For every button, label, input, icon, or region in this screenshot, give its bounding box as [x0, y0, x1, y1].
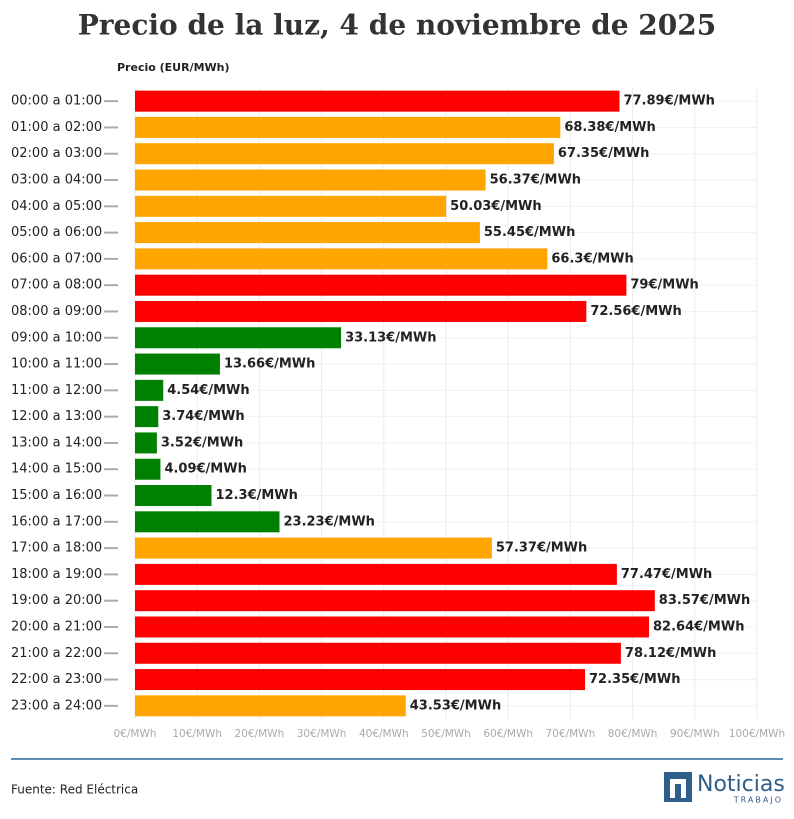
value-label: 79€/MWh	[630, 278, 698, 293]
y-tick-label: 13:00 a 14:00	[11, 435, 102, 450]
value-label: 83.57€/MWh	[659, 593, 750, 608]
y-tick-label: 20:00 a 21:00	[11, 619, 102, 634]
bar	[135, 274, 627, 296]
x-tick-label: 50€/MWh	[421, 728, 471, 740]
x-tick-label: 80€/MWh	[608, 728, 658, 740]
y-tick-label: 15:00 a 16:00	[11, 488, 102, 503]
y-tick-label: 17:00 a 18:00	[11, 541, 102, 556]
bar	[135, 485, 212, 507]
bar	[135, 195, 447, 217]
x-tick-label: 30€/MWh	[297, 728, 347, 740]
value-label: 23.23€/MWh	[283, 514, 374, 529]
x-tick-label: 100€/MWh	[729, 728, 785, 740]
y-tick-label: 05:00 a 06:00	[11, 225, 102, 240]
y-tick-label: 23:00 a 24:00	[11, 698, 102, 713]
x-tick-label: 20€/MWh	[235, 728, 285, 740]
logo-glyph	[670, 779, 686, 798]
y-tick-label: 14:00 a 15:00	[11, 462, 102, 477]
bar	[135, 248, 548, 270]
y-tick-label: 00:00 a 01:00	[11, 94, 102, 109]
bar	[135, 116, 561, 138]
x-tick-label: 40€/MWh	[359, 728, 409, 740]
bar	[135, 90, 620, 112]
value-label: 12.3€/MWh	[216, 488, 298, 503]
value-label: 50.03€/MWh	[450, 199, 541, 214]
value-label: 3.52€/MWh	[161, 435, 243, 450]
bar	[135, 511, 280, 533]
bar	[135, 406, 159, 428]
value-label: 4.54€/MWh	[167, 383, 249, 398]
bar	[135, 222, 480, 244]
y-tick-label: 01:00 a 02:00	[11, 120, 102, 135]
value-label: 4.09€/MWh	[164, 462, 246, 477]
x-tick-label: 10€/MWh	[172, 728, 222, 740]
value-label: 77.89€/MWh	[623, 94, 714, 109]
chart-title: Precio de la luz, 4 de noviembre de 2025	[78, 9, 717, 42]
value-label: 68.38€/MWh	[564, 120, 655, 135]
y-tick-label: 19:00 a 20:00	[11, 593, 102, 608]
bar	[135, 642, 621, 664]
value-label: 82.64€/MWh	[653, 619, 744, 634]
value-label: 43.53€/MWh	[410, 698, 501, 713]
value-label: 66.3€/MWh	[551, 251, 633, 266]
y-tick-label: 16:00 a 17:00	[11, 514, 102, 529]
y-tick-label: 21:00 a 22:00	[11, 646, 102, 661]
bar	[135, 563, 617, 585]
value-label: 13.66€/MWh	[224, 357, 315, 372]
y-tick-label: 10:00 a 11:00	[11, 357, 102, 372]
bar	[135, 300, 587, 322]
logo-name: Noticias	[697, 772, 785, 797]
bar	[135, 590, 655, 612]
value-label: 77.47€/MWh	[621, 567, 712, 582]
value-label: 3.74€/MWh	[162, 409, 244, 424]
bar	[135, 695, 406, 717]
y-tick-label: 04:00 a 05:00	[11, 199, 102, 214]
bar	[135, 537, 492, 559]
value-label: 67.35€/MWh	[558, 146, 649, 161]
y-tick-label: 03:00 a 04:00	[11, 173, 102, 188]
y-tick-label: 06:00 a 07:00	[11, 251, 102, 266]
bar	[135, 327, 342, 349]
logo: Noticias TRABAJO	[664, 772, 785, 805]
x-tick-label: 70€/MWh	[546, 728, 596, 740]
bar	[135, 669, 586, 691]
value-label: 78.12€/MWh	[625, 646, 716, 661]
y-tick-label: 11:00 a 12:00	[11, 383, 102, 398]
value-label: 57.37€/MWh	[496, 541, 587, 556]
x-tick-label: 0€/MWh	[114, 728, 157, 740]
y-tick-label: 09:00 a 10:00	[11, 330, 102, 345]
source: Fuente: Red Eléctrica	[11, 783, 138, 797]
x-tick-label: 60€/MWh	[483, 728, 533, 740]
bar	[135, 379, 164, 401]
bar	[135, 353, 220, 375]
bar	[135, 458, 161, 480]
y-tick-label: 22:00 a 23:00	[11, 672, 102, 687]
value-label: 33.13€/MWh	[345, 330, 436, 345]
bar	[135, 432, 157, 454]
y-tick-label: 02:00 a 03:00	[11, 146, 102, 161]
y-tick-label: 18:00 a 19:00	[11, 567, 102, 582]
logo-icon	[664, 772, 692, 802]
axis-label: Precio (EUR/MWh)	[117, 61, 230, 74]
bar	[135, 616, 650, 638]
value-label: 55.45€/MWh	[484, 225, 575, 240]
logo-sub: TRABAJO	[733, 796, 783, 805]
value-label: 72.35€/MWh	[589, 672, 680, 687]
y-tick-label: 12:00 a 13:00	[11, 409, 102, 424]
bar	[135, 169, 486, 191]
y-tick-label: 08:00 a 09:00	[11, 304, 102, 319]
bar	[135, 143, 554, 165]
x-tick-label: 90€/MWh	[670, 728, 720, 740]
value-label: 56.37€/MWh	[490, 173, 581, 188]
y-tick-label: 07:00 a 08:00	[11, 278, 102, 293]
value-label: 72.56€/MWh	[590, 304, 681, 319]
